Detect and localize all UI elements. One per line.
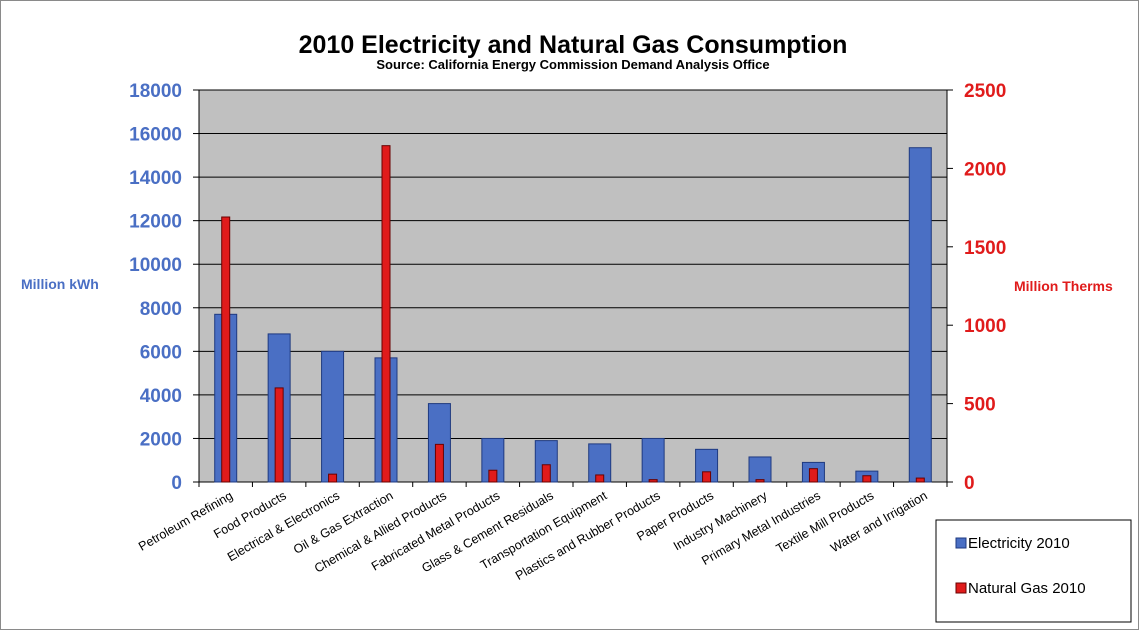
y-axis-right-label: Million Therms (1014, 278, 1113, 294)
natural-gas-bar (648, 479, 658, 483)
x-tick-label: Textile Mill Products (774, 488, 877, 555)
natural-gas-bar (221, 216, 231, 483)
y-right-tick-label: 500 (964, 395, 996, 416)
electricity-bar (641, 437, 665, 483)
plot-background (198, 89, 948, 483)
natural-gas-bar (488, 469, 498, 483)
y-right-tick-label: 1500 (964, 238, 1006, 259)
y-left-tick-label: 14000 (129, 168, 182, 189)
plot-area: 0200040006000800010000120001400016000180… (129, 81, 1006, 583)
y-left-tick-label: 8000 (140, 299, 182, 320)
y-right-tick-label: 2000 (964, 159, 1006, 180)
y-right-tick-label: 1000 (964, 316, 1006, 337)
x-tick-label: Water and Irrigation (828, 488, 930, 555)
legend-swatch-electricity (955, 537, 967, 549)
chart-subtitle: Source: California Energy Commission Dem… (376, 57, 769, 72)
natural-gas-bar (541, 464, 551, 483)
y-right-tick-label: 2500 (964, 81, 1006, 102)
electricity-bar (908, 147, 932, 483)
legend: Electricity 2010 Natural Gas 2010 (935, 519, 1132, 623)
natural-gas-bar (915, 477, 925, 483)
natural-gas-bar (434, 443, 444, 483)
y-left-tick-label: 0 (171, 473, 182, 494)
natural-gas-bar (328, 473, 338, 483)
natural-gas-bar (274, 387, 284, 483)
x-tick-label: Petroleum Refining (136, 488, 235, 553)
natural-gas-bar (755, 479, 765, 483)
y-left-tick-label: 16000 (129, 125, 182, 146)
chart-title: 2010 Electricity and Natural Gas Consump… (299, 31, 848, 59)
legend-label-electricity: Electricity 2010 (968, 535, 1070, 552)
natural-gas-bar (808, 468, 818, 483)
legend-label-natural-gas: Natural Gas 2010 (968, 580, 1086, 597)
y-right-tick-label: 0 (964, 473, 975, 494)
natural-gas-bar (595, 474, 605, 483)
legend-swatch-natural-gas (955, 582, 967, 594)
y-left-tick-label: 6000 (140, 342, 182, 363)
y-left-tick-label: 2000 (140, 429, 182, 450)
y-left-tick-label: 4000 (140, 386, 182, 407)
legend-box (935, 519, 1132, 623)
y-left-tick-label: 10000 (129, 255, 182, 276)
y-axis-left-label: Million kWh (21, 276, 99, 292)
natural-gas-bar (862, 475, 872, 483)
y-left-tick-label: 18000 (129, 81, 182, 102)
electricity-bar (321, 350, 345, 483)
y-left-tick-label: 12000 (129, 212, 182, 233)
natural-gas-bar (381, 145, 391, 483)
natural-gas-bar (702, 471, 712, 483)
electricity-bar (748, 456, 772, 483)
